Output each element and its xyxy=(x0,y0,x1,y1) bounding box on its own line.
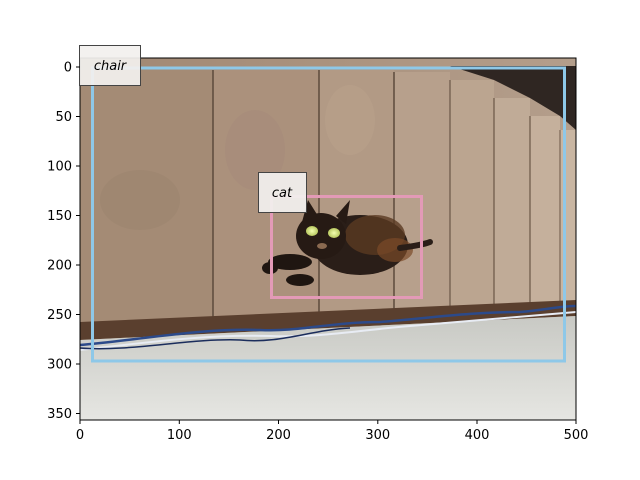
y-tick-label: 50 xyxy=(55,110,72,125)
y-tick-label: 100 xyxy=(47,160,72,175)
x-tick-label: 500 xyxy=(564,428,589,443)
stair-step xyxy=(450,80,494,316)
stair-step xyxy=(494,98,530,312)
cat-label: cat xyxy=(272,186,293,201)
x-tick-label: 300 xyxy=(365,428,390,443)
y-tick-label: 150 xyxy=(47,209,72,224)
x-tick-label: 100 xyxy=(167,428,192,443)
y-tick-label: 200 xyxy=(47,259,72,274)
stair-step xyxy=(560,130,576,306)
chair-label-box: chair xyxy=(79,45,141,86)
chair-box xyxy=(91,66,566,363)
plot-frame xyxy=(79,57,577,421)
cat-label-box: cat xyxy=(258,172,307,213)
y-tick-label: 350 xyxy=(47,407,72,422)
stair-step xyxy=(530,116,560,308)
y-tick-label: 300 xyxy=(47,358,72,373)
y-tick-label: 0 xyxy=(64,61,72,76)
y-tick-label: 250 xyxy=(47,308,72,323)
x-tick-label: 200 xyxy=(266,428,291,443)
stair-step xyxy=(80,70,213,322)
cat xyxy=(262,200,433,286)
x-tick-label: 0 xyxy=(76,428,84,443)
photo xyxy=(79,58,577,420)
x-axis: 0 100 200 300 400 500 xyxy=(76,420,589,443)
y-axis: 0 50 100 150 200 250 300 350 xyxy=(47,61,80,422)
chair-label: chair xyxy=(94,59,128,74)
x-tick-label: 400 xyxy=(465,428,490,443)
cat-box xyxy=(270,195,423,299)
